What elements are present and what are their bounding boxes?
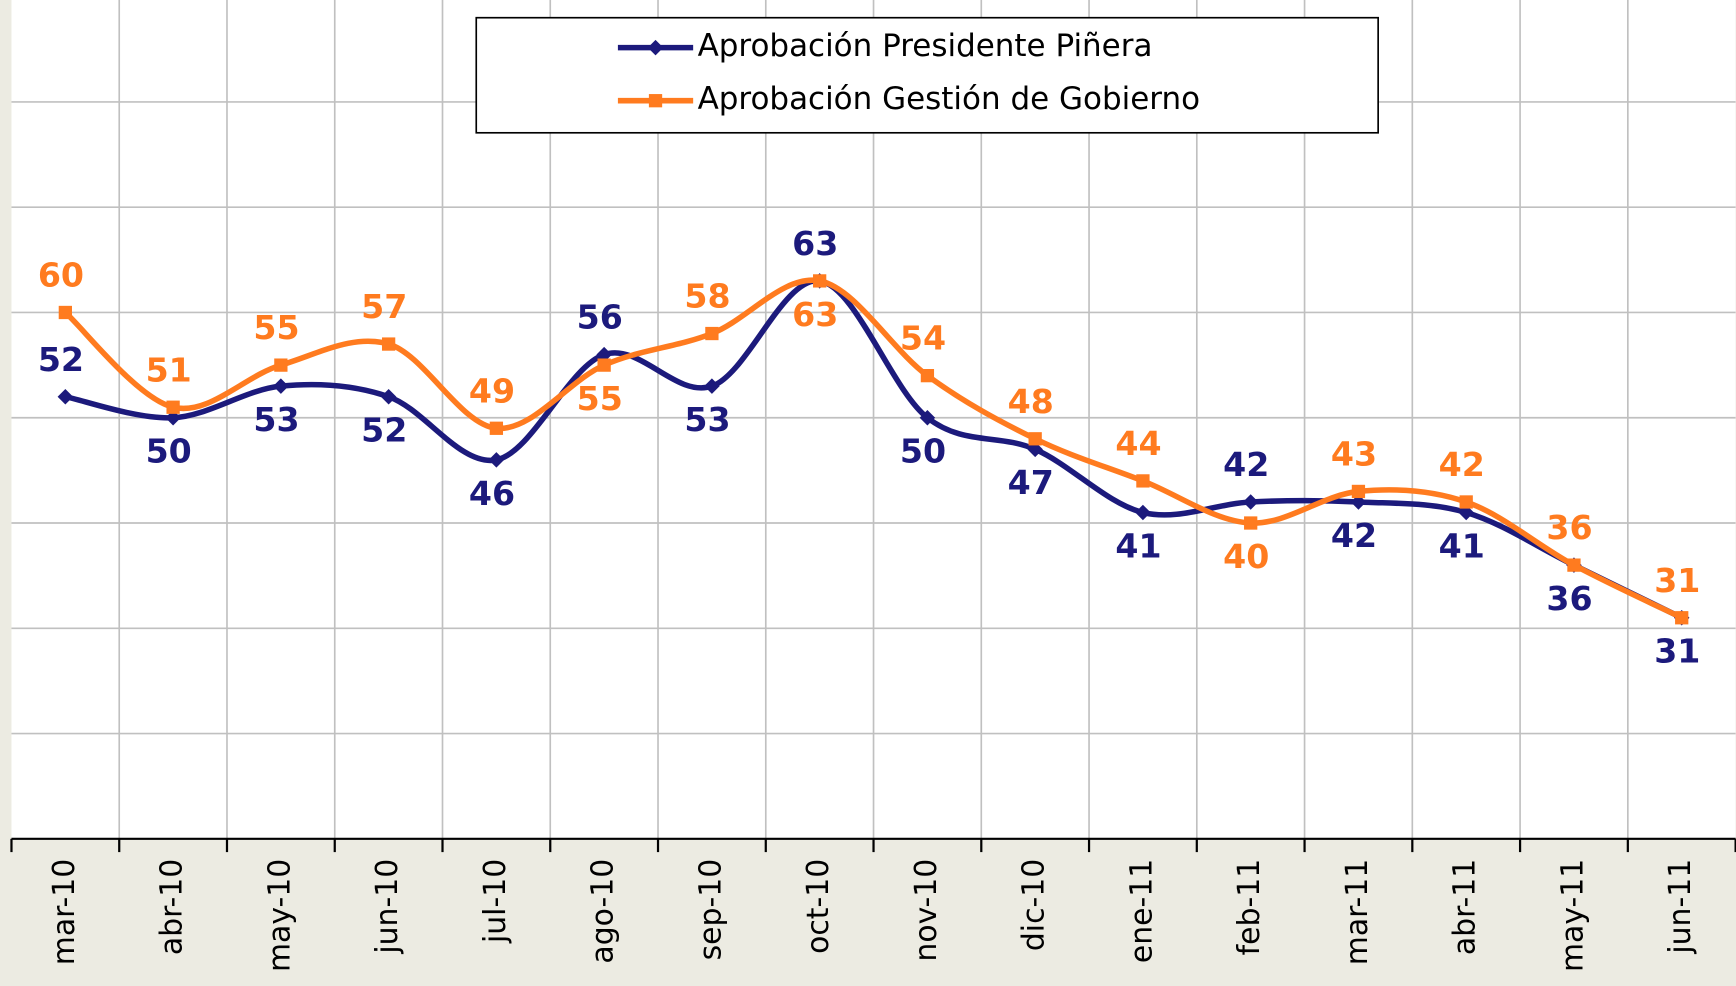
marker [381, 337, 396, 351]
x-tick-label: abr-11 [1448, 859, 1483, 955]
data-label: 36 [1546, 579, 1592, 618]
x-tick-label: dic-10 [1017, 859, 1052, 951]
marker [274, 358, 288, 372]
data-label: 48 [1008, 382, 1054, 421]
data-label: 31 [1654, 561, 1700, 600]
data-label: 31 [1654, 632, 1700, 671]
series-line [63, 277, 1683, 621]
marker [1567, 558, 1581, 572]
data-label: 53 [684, 400, 730, 439]
data-label: 42 [1331, 516, 1377, 555]
data-label: 36 [1546, 508, 1592, 547]
marker [597, 358, 611, 372]
data-label: 40 [1223, 537, 1269, 576]
x-tick-label: feb-11 [1232, 859, 1267, 956]
data-label: 41 [1115, 526, 1161, 565]
data-label: 55 [253, 308, 299, 347]
x-tick-label: may-11 [1555, 859, 1590, 972]
x-tick-label: jul-10 [478, 859, 513, 944]
legend-marker [647, 39, 664, 56]
x-tick-label: sep-10 [693, 859, 728, 961]
legend-box [475, 16, 1379, 134]
marker [813, 274, 827, 288]
marker [1135, 504, 1151, 521]
data-label: 51 [146, 350, 192, 389]
x-tick-label: oct-10 [801, 859, 836, 954]
data-label: 42 [1223, 445, 1269, 484]
x-tick-label: ago-10 [586, 859, 621, 964]
data-label: 58 [684, 277, 730, 316]
x-tick-label: jun-10 [370, 859, 405, 955]
marker [1675, 611, 1689, 625]
marker [1242, 494, 1259, 510]
marker [489, 421, 504, 435]
series-line [64, 278, 1683, 621]
data-label: 53 [253, 400, 299, 439]
marker [1244, 516, 1258, 530]
marker [1350, 494, 1367, 510]
marker [166, 400, 180, 414]
data-label: 50 [146, 432, 192, 471]
data-label: 57 [361, 287, 407, 326]
data-label: 56 [577, 298, 623, 337]
marker [57, 388, 74, 405]
data-label: 54 [900, 319, 946, 358]
legend-marker [648, 94, 663, 108]
x-tick-label: mar-11 [1340, 859, 1375, 966]
x-tick-label: jun-11 [1663, 859, 1698, 955]
x-tick-label: ene-11 [1124, 859, 1159, 963]
data-label: 50 [900, 432, 946, 471]
marker [920, 369, 935, 383]
marker [705, 326, 719, 341]
data-label: 42 [1439, 445, 1485, 484]
marker [1027, 441, 1043, 458]
data-label: 60 [38, 256, 84, 295]
data-label: 47 [1008, 463, 1054, 502]
data-label: 49 [469, 371, 515, 410]
x-tick-label: nov-10 [909, 859, 944, 962]
legend-label: Aprobación Gestión de Gobierno [698, 81, 1200, 117]
data-label: 43 [1331, 435, 1377, 474]
legend-label: Aprobación Presidente Piñera [698, 28, 1153, 64]
marker [1458, 504, 1474, 521]
marker [1028, 432, 1042, 446]
marker [1351, 484, 1366, 499]
data-label: 52 [38, 340, 84, 379]
marker [1136, 474, 1150, 488]
data-label: 52 [361, 411, 407, 450]
data-label: 46 [469, 474, 515, 513]
x-tick-label: mar-10 [47, 859, 82, 966]
marker [58, 305, 72, 320]
data-label: 41 [1439, 526, 1485, 565]
marker [1459, 495, 1473, 509]
data-label: 63 [792, 224, 838, 263]
x-tick-label: may-10 [262, 859, 297, 972]
data-label: 63 [792, 295, 838, 334]
data-label: 44 [1115, 424, 1161, 463]
data-label: 55 [577, 379, 623, 418]
x-tick-label: abr-10 [155, 859, 190, 955]
